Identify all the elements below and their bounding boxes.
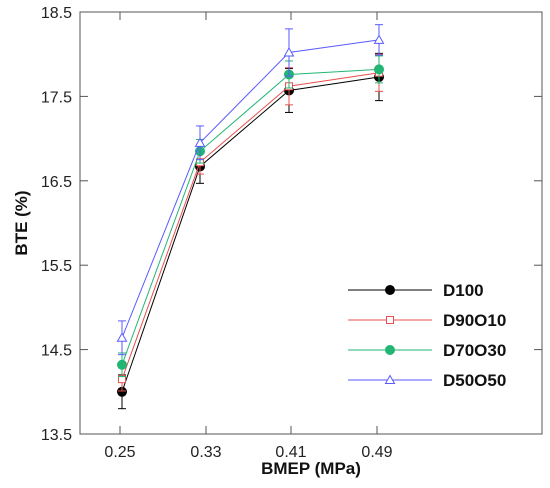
data-point — [374, 64, 384, 75]
x-axis: 0.25 0.33 0.41 0.49 — [104, 12, 393, 461]
series-d50o50 — [116, 24, 385, 356]
series-layer — [116, 24, 385, 410]
legend-marker — [385, 345, 395, 355]
data-point — [116, 332, 128, 342]
data-point — [117, 359, 127, 370]
data-point — [194, 137, 206, 147]
y-tick-label: 17.5 — [41, 89, 72, 106]
legend-label: D70O30 — [443, 341, 506, 360]
series-d100 — [117, 52, 384, 410]
x-tick-label: 0.25 — [104, 444, 135, 461]
y-tick-label: 13.5 — [41, 427, 72, 444]
y-axis-title: BTE (%) — [12, 190, 31, 255]
series-line — [121, 68, 380, 365]
legend-label: D50O50 — [443, 371, 506, 390]
plot-frame — [79, 11, 543, 435]
series-line — [121, 72, 380, 380]
y-tick-label: 15.5 — [41, 258, 72, 275]
legend-marker — [384, 374, 396, 384]
x-tick-label: 0.41 — [275, 444, 306, 461]
legend-marker — [386, 316, 394, 324]
x-tick-label: 0.33 — [190, 444, 221, 461]
data-point — [283, 46, 295, 57]
x-tick-label: 0.49 — [361, 444, 392, 461]
legend-label: D90O10 — [443, 311, 506, 330]
y-axis: 13.5 14.5 15.5 16.5 17.5 18.5 — [41, 5, 542, 444]
legend: D100 D90O10 D70O30 D50O50 — [348, 281, 506, 390]
legend-marker — [385, 285, 395, 295]
series-line — [121, 76, 380, 392]
y-tick-label: 14.5 — [41, 343, 72, 360]
data-point — [373, 34, 385, 44]
series-line — [121, 39, 380, 338]
series-d90o10 — [118, 53, 383, 392]
series-d70o30 — [117, 55, 384, 378]
legend-label: D100 — [443, 281, 484, 300]
x-axis-title: BMEP (MPa) — [261, 459, 361, 478]
y-tick-label: 16.5 — [41, 174, 72, 191]
y-tick-label: 18.5 — [41, 5, 72, 22]
